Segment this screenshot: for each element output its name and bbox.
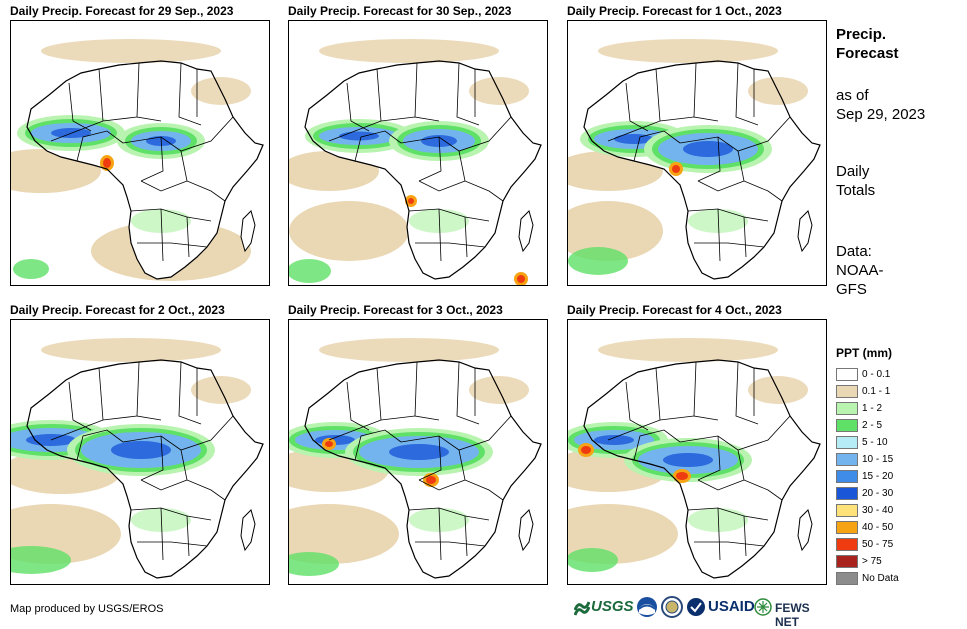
- africa-map: [568, 39, 821, 280]
- forecast-panel-6: Daily Precip. Forecast for 4 Oct., 2023: [567, 303, 829, 585]
- daily-line: Daily: [836, 163, 870, 180]
- issue-date: as of Sep 29, 2023: [836, 86, 925, 124]
- legend-label: > 75: [862, 556, 882, 567]
- noaa-logo-icon: [636, 596, 658, 618]
- legend-swatch: [836, 538, 858, 551]
- legend-label: 1 - 2: [862, 403, 883, 414]
- usgs-logo: USGS: [574, 596, 634, 618]
- legend-label: 0.1 - 1: [862, 386, 891, 397]
- forecast-panel-1: Daily Precip. Forecast for 29 Sep., 2023: [10, 4, 272, 286]
- legend-swatch: [836, 402, 858, 415]
- title-line: Precip.: [836, 26, 887, 43]
- legend-label: 50 - 75: [862, 539, 894, 550]
- daily-line: Totals: [836, 182, 876, 199]
- legend-label: 10 - 15: [862, 454, 894, 465]
- credit-text: Map produced by USGS/EROS: [10, 603, 164, 615]
- precip-map: [567, 319, 827, 585]
- legend-label: No Data: [862, 573, 899, 584]
- panel-title: Daily Precip. Forecast for 4 Oct., 2023: [567, 303, 782, 317]
- africa-map: [289, 39, 542, 285]
- forecast-panel-3: Daily Precip. Forecast for 1 Oct., 2023: [567, 4, 829, 286]
- legend-label: 5 - 10: [862, 437, 888, 448]
- legend-title: PPT (mm): [836, 346, 893, 360]
- period-note: Daily Totals: [836, 162, 875, 200]
- legend-swatch: [836, 419, 858, 432]
- product-title: Precip. Forecast: [836, 25, 956, 63]
- legend-swatch: [836, 504, 858, 517]
- legend-swatch: [836, 368, 858, 381]
- asof-date: Sep 29, 2023: [836, 106, 926, 123]
- data-source: Data: NOAA- GFS: [836, 242, 884, 299]
- usaid-logo: USAID: [686, 596, 755, 618]
- panel-title: Daily Precip. Forecast for 2 Oct., 2023: [10, 303, 225, 317]
- panel-title: Daily Precip. Forecast for 29 Sep., 2023: [10, 4, 234, 18]
- precip-map: [288, 20, 548, 286]
- seal-icon: [661, 596, 683, 618]
- data-line: Data:: [836, 243, 872, 260]
- panel-title: Daily Precip. Forecast for 1 Oct., 2023: [567, 4, 782, 18]
- legend-label: 0 - 0.1: [862, 369, 891, 380]
- legend-swatch: [836, 555, 858, 568]
- legend-swatch: [836, 572, 858, 585]
- panel-title: Daily Precip. Forecast for 30 Sep., 2023: [288, 4, 512, 18]
- forecast-panel-4: Daily Precip. Forecast for 2 Oct., 2023: [10, 303, 272, 585]
- panel-title: Daily Precip. Forecast for 3 Oct., 2023: [288, 303, 503, 317]
- legend-swatch: [836, 470, 858, 483]
- legend-swatch: [836, 487, 858, 500]
- africa-map: [11, 39, 264, 281]
- legend-label: 2 - 5: [862, 420, 883, 431]
- precip-map: [10, 20, 270, 286]
- title-line: Forecast: [836, 45, 899, 62]
- legend-label: 30 - 40: [862, 505, 894, 516]
- legend-label: 15 - 20: [862, 471, 894, 482]
- data-line: NOAA-: [836, 262, 884, 279]
- legend-label: 20 - 30: [862, 488, 894, 499]
- fews-net-logo: FEWS NET: [754, 596, 826, 629]
- africa-map: [289, 338, 542, 579]
- legend-swatch: [836, 521, 858, 534]
- precip-map: [10, 319, 270, 585]
- precip-map: [288, 319, 548, 585]
- data-line: GFS: [836, 281, 867, 298]
- legend-swatch: [836, 436, 858, 449]
- forecast-panel-5: Daily Precip. Forecast for 3 Oct., 2023: [288, 303, 550, 585]
- legend-swatch: [836, 453, 858, 466]
- asof-line: as of: [836, 87, 869, 104]
- africa-map: [11, 338, 264, 579]
- africa-map: [568, 338, 821, 579]
- legend-swatch: [836, 385, 858, 398]
- legend-label: 40 - 50: [862, 522, 894, 533]
- precip-map: [567, 20, 827, 286]
- forecast-panel-2: Daily Precip. Forecast for 30 Sep., 2023: [288, 4, 550, 286]
